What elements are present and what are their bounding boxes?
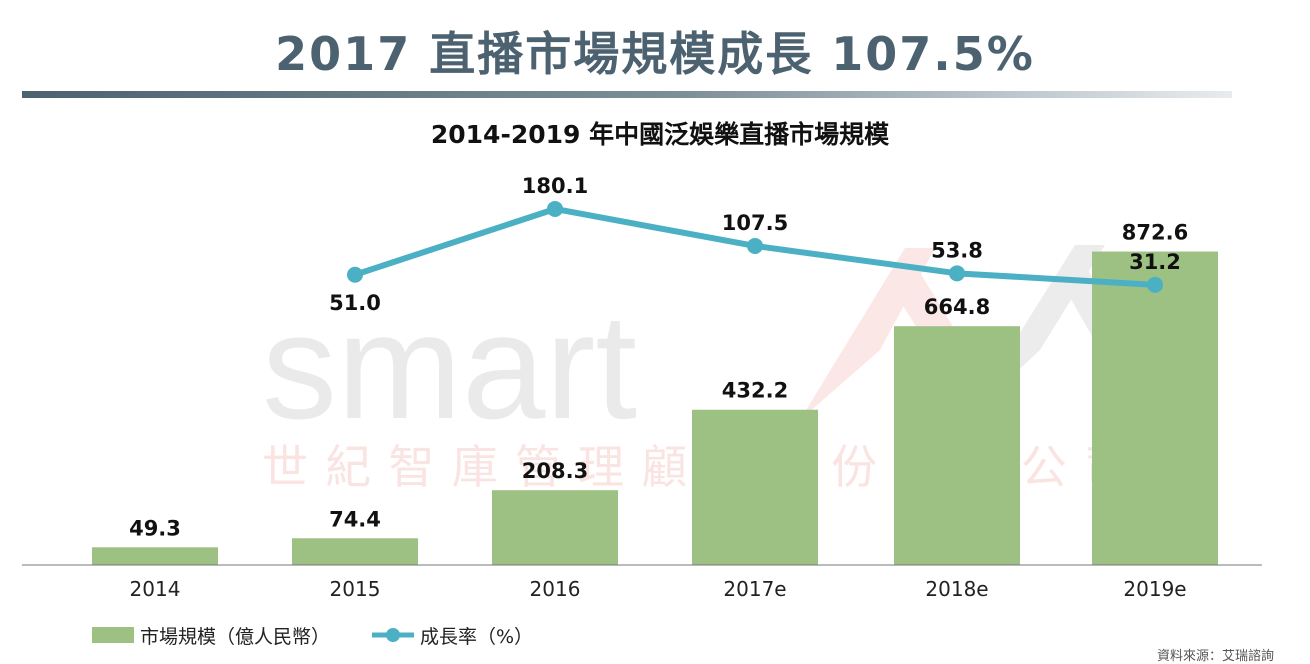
bar-2015 [292, 538, 418, 565]
bar-2016 [492, 490, 618, 565]
x-tick-label: 2016 [530, 577, 581, 601]
bar-2017e [692, 409, 818, 565]
x-tick-label: 2017e [723, 577, 786, 601]
x-tick-label: 2018e [925, 577, 988, 601]
title-divider [22, 91, 1232, 98]
bar-value-label: 872.6 [1122, 221, 1188, 245]
growth-point-2017e [747, 237, 763, 254]
bar-value-label: 432.2 [722, 379, 788, 403]
growth-value-label: 107.5 [722, 211, 788, 235]
growth-value-label: 51.0 [329, 291, 381, 315]
bar-2014 [92, 547, 218, 565]
legend-bar-swatch [92, 627, 134, 643]
chart-title: 2014-2019 年中國泛娛樂直播市場規模 [431, 120, 890, 149]
x-tick-label: 2014 [130, 577, 181, 601]
watermark-brand: smart [262, 282, 637, 450]
page-title: 2017 直播市場規模成長 107.5% [275, 27, 1035, 81]
legend-line-label: 成長率（%） [420, 626, 533, 648]
bar-2019e [1092, 251, 1218, 565]
legend-bar-label: 市場規模（億人民幣） [140, 626, 330, 648]
growth-value-label: 31.2 [1129, 250, 1181, 274]
bar-value-label: 49.3 [129, 516, 181, 540]
growth-value-label: 53.8 [931, 238, 983, 262]
growth-point-2016 [547, 200, 563, 217]
bar-value-label: 664.8 [924, 295, 990, 319]
source-note: 資料來源：艾瑞諮詢 [1156, 649, 1274, 664]
growth-value-label: 180.1 [522, 174, 588, 198]
x-tick-label: 2019e [1123, 577, 1186, 601]
bar-2018e [894, 326, 1020, 565]
growth-point-2019e [1147, 276, 1163, 293]
chart: smart世紀智庫管理顧問股份有限公司2014-2019 年中國泛娛樂直播市場規… [22, 120, 1262, 648]
legend-line-marker [386, 628, 400, 642]
growth-point-2015 [347, 266, 363, 283]
bar-value-label: 74.4 [329, 507, 381, 531]
x-tick-label: 2015 [330, 577, 381, 601]
bar-value-label: 208.3 [522, 459, 588, 483]
growth-point-2018e [949, 265, 965, 282]
